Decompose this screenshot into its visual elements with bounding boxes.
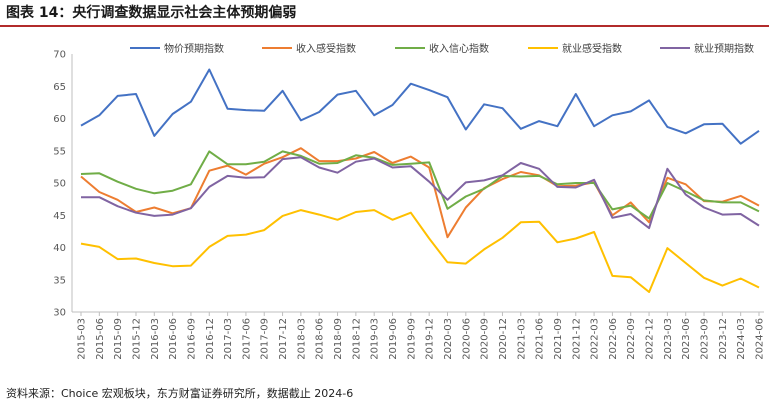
x-tick-label: 2017-03 — [223, 318, 234, 360]
y-tick-label: 60 — [53, 114, 66, 125]
source-note: 资料来源：Choice 宏观板块，东方财富证券研究所，数据截止 2024-6 — [6, 387, 354, 400]
x-tick-label: 2022-12 — [645, 318, 656, 360]
x-tick-label: 2021-03 — [516, 318, 527, 360]
x-tick-label: 2019-09 — [406, 318, 417, 360]
x-tick-label: 2024-03 — [736, 318, 747, 360]
y-tick-label: 40 — [53, 243, 66, 254]
legend-label-5: 就业预期指数 — [694, 42, 754, 55]
y-tick-label: 50 — [53, 179, 66, 190]
chart-area: 30 35 40 45 50 55 60 65 70 2015-03 2015-06 2015-09 2… — [0, 28, 769, 382]
x-tick-label: 2019-12 — [425, 318, 436, 360]
x-tick-label: 2015-03 — [77, 318, 88, 360]
x-tick-label: 2024-06 — [755, 318, 766, 360]
series-line-1 — [80, 68, 760, 145]
y-tick-label: 30 — [53, 308, 66, 319]
line-chart: 30 35 40 45 50 55 60 65 70 2015-03 2015-06 2015-09 2… — [53, 42, 766, 360]
y-tick-label: 65 — [53, 82, 66, 93]
title-divider — [0, 25, 769, 27]
x-tick-label: 2017-09 — [260, 318, 271, 360]
legend-label-1: 物价预期指数 — [164, 42, 224, 55]
x-tick-label: 2022-06 — [608, 318, 619, 360]
x-tick-label: 2023-03 — [663, 318, 674, 360]
x-tick-label: 2023-12 — [718, 318, 729, 360]
legend-label-3: 收入信心指数 — [429, 42, 489, 55]
series-line-5 — [81, 156, 760, 230]
x-tick-label: 2019-06 — [388, 318, 399, 360]
x-tick-label: 2015-06 — [95, 318, 106, 360]
y-tick-label: 55 — [53, 146, 66, 157]
x-tick-label: 2018-03 — [296, 318, 307, 360]
x-tick-label: 2015-09 — [113, 318, 124, 360]
x-tick-label: 2021-06 — [535, 318, 546, 360]
series-line-2 — [80, 147, 760, 239]
x-tick-label: 2016-03 — [150, 318, 161, 360]
x-tick-label: 2018-06 — [315, 318, 326, 360]
x-tick-label: 2020-09 — [480, 318, 491, 360]
series-line-4 — [80, 209, 760, 293]
x-tick-label: 2023-06 — [681, 318, 692, 360]
x-tick-label: 2016-06 — [168, 318, 179, 360]
x-tick-label: 2016-09 — [186, 318, 197, 360]
x-tick-label: 2021-09 — [553, 318, 564, 360]
x-tick-label: 2018-09 — [333, 318, 344, 360]
x-tick-label: 2022-03 — [590, 318, 601, 360]
x-tick-label: 2017-06 — [241, 318, 252, 360]
x-tick-label: 2020-06 — [461, 318, 472, 360]
y-tick-label: 35 — [53, 275, 66, 286]
x-tick-label: 2022-09 — [626, 318, 637, 360]
x-tick-label: 2020-03 — [443, 318, 454, 360]
x-tick-label: 2023-09 — [700, 318, 711, 360]
legend-label-4: 就业感受指数 — [562, 42, 622, 55]
x-tick-label: 2019-03 — [370, 318, 381, 360]
x-tick-label: 2016-12 — [205, 318, 216, 360]
series-line-3 — [80, 150, 760, 220]
figure-title: 图表 14：央行调查数据显示社会主体预期偏弱 — [6, 5, 297, 21]
x-tick-label: 2015-12 — [131, 318, 142, 360]
x-tick-label: 2017-12 — [278, 318, 289, 360]
legend-label-2: 收入感受指数 — [296, 42, 356, 55]
x-tick-label: 2018-12 — [351, 318, 362, 360]
x-tick-label: 2020-12 — [498, 318, 509, 360]
y-tick-label: 45 — [53, 211, 66, 222]
y-tick-label: 70 — [53, 50, 66, 61]
x-tick-label: 2021-12 — [571, 318, 582, 360]
